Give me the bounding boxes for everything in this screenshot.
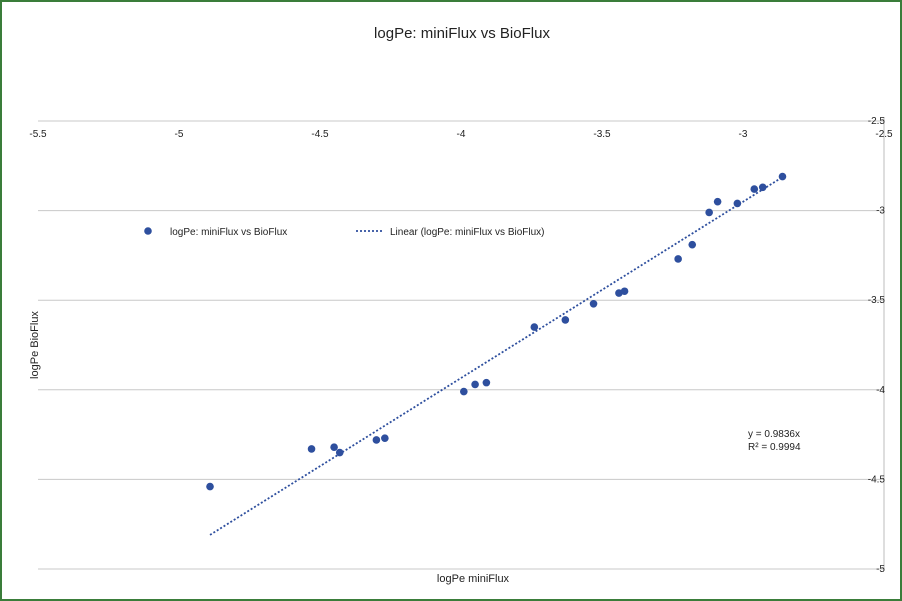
- y-axis-title: logPe BioFlux: [29, 311, 41, 379]
- x-tick-label: -3: [739, 129, 748, 140]
- x-tick-label: -5.5: [29, 129, 47, 140]
- data-point: [688, 240, 697, 249]
- data-point: [530, 323, 539, 331]
- data-point: [206, 482, 214, 491]
- data-point: [381, 434, 389, 442]
- data-point: [335, 448, 344, 457]
- x-tick-label: -4: [457, 129, 466, 140]
- data-point: [758, 183, 767, 192]
- data-point: [372, 436, 381, 444]
- data-point: [330, 443, 338, 451]
- equation-label: y = 0.9836x: [748, 429, 800, 440]
- data-point: [750, 185, 759, 193]
- data-point: [460, 387, 468, 396]
- data-point: [705, 208, 713, 217]
- x-tick-labels: -5.5 -5 -4.5 -4 -3.5 -3 -2.5: [29, 129, 893, 140]
- x-tick-label: -2.5: [875, 129, 893, 140]
- data-point: [733, 199, 742, 208]
- legend-marker-points: [144, 227, 152, 235]
- data-points: [206, 172, 787, 491]
- x-axis-title: logPe miniFlux: [437, 573, 510, 585]
- y-tick-label: -3.5: [868, 295, 886, 306]
- grid-lines: [38, 117, 885, 570]
- y-tick-label: -4.5: [868, 474, 886, 485]
- legend-label-points: logPe: miniFlux vs BioFlux: [170, 227, 287, 238]
- y-tick-label: -3: [876, 206, 885, 217]
- data-point: [307, 445, 316, 453]
- y-tick-label: -5: [876, 564, 885, 575]
- legend-label-trendline: Linear (logPe: miniFlux vs BioFlux): [390, 227, 545, 238]
- data-point: [471, 380, 479, 389]
- r-squared-label: R² = 0.9994: [748, 442, 801, 453]
- data-point: [589, 299, 598, 308]
- chart-title: logPe: miniFlux vs BioFlux: [374, 25, 550, 42]
- y-tick-label: -4: [876, 385, 885, 396]
- y-tick-labels: -2.5 -3 -3.5 -4 -4.5 -5: [868, 116, 886, 575]
- x-tick-label: -4.5: [311, 129, 329, 140]
- data-point: [713, 197, 722, 206]
- data-point: [561, 316, 570, 324]
- x-tick-label: -3.5: [593, 129, 611, 140]
- y-tick-label: -2.5: [868, 116, 886, 127]
- legend: logPe: miniFlux vs BioFlux Linear (logPe:…: [144, 227, 545, 238]
- data-point: [482, 378, 491, 387]
- data-point: [674, 255, 682, 263]
- data-point: [778, 172, 787, 181]
- x-tick-label: -5: [175, 129, 184, 140]
- data-point: [620, 287, 629, 296]
